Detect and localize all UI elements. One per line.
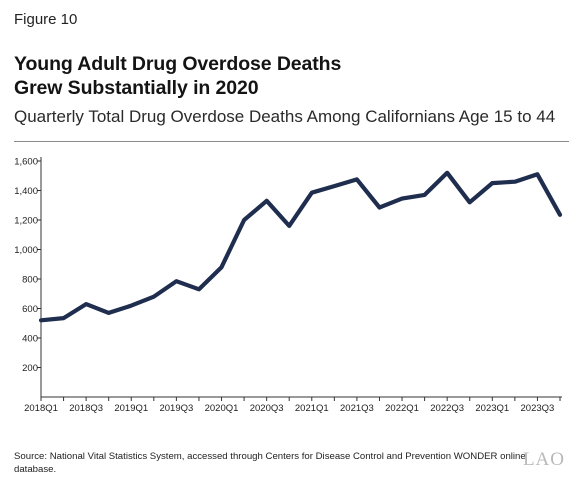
figure-label: Figure 10 xyxy=(14,11,78,28)
x-tick-label: 2021Q1 xyxy=(295,403,329,414)
line-chart: 200 400 600 800 1,000 1,200 1,400 1,600 2018Q1 20… xyxy=(14,157,563,414)
x-tick-label: 2019Q3 xyxy=(159,403,193,414)
x-tick-label: 2018Q3 xyxy=(69,403,103,414)
x-tick-label: 2023Q1 xyxy=(475,403,509,414)
x-tick-label: 2020Q3 xyxy=(250,403,284,414)
chart-title-line-2: Grew Substantially in 2020 xyxy=(14,77,259,99)
x-tick-label: 2020Q1 xyxy=(205,403,239,414)
y-tick-label: 1,000 xyxy=(14,245,38,256)
y-tick-label: 400 xyxy=(22,334,38,345)
x-tick-label: 2021Q3 xyxy=(340,403,374,414)
x-tick-label: 2022Q3 xyxy=(430,403,464,414)
y-tick-label: 800 xyxy=(22,275,38,286)
series-line xyxy=(38,170,563,323)
chart-title-line-1: Young Adult Drug Overdose Deaths xyxy=(14,53,342,75)
lao-logo: LAO xyxy=(522,449,565,470)
y-tick-label: 600 xyxy=(22,304,38,315)
header-divider xyxy=(14,141,569,142)
x-tick-label: 2019Q1 xyxy=(114,403,148,414)
x-tick-label: 2023Q3 xyxy=(521,403,555,414)
chart-subtitle: Quarterly Total Drug Overdose Deaths Amo… xyxy=(14,107,556,126)
y-tick-label: 200 xyxy=(22,363,38,374)
chart-title: Young Adult Drug Overdose Deaths Grew Su… xyxy=(14,52,341,100)
x-tick-label: 2018Q1 xyxy=(24,403,58,414)
y-tick-label: 1,600 xyxy=(14,157,38,168)
x-tick-label: 2022Q1 xyxy=(385,403,419,414)
y-tick-label: 1,200 xyxy=(14,216,38,227)
source-note: Source: National Vital Statistics System… xyxy=(14,451,526,475)
y-tick-label: 1,400 xyxy=(14,186,38,197)
